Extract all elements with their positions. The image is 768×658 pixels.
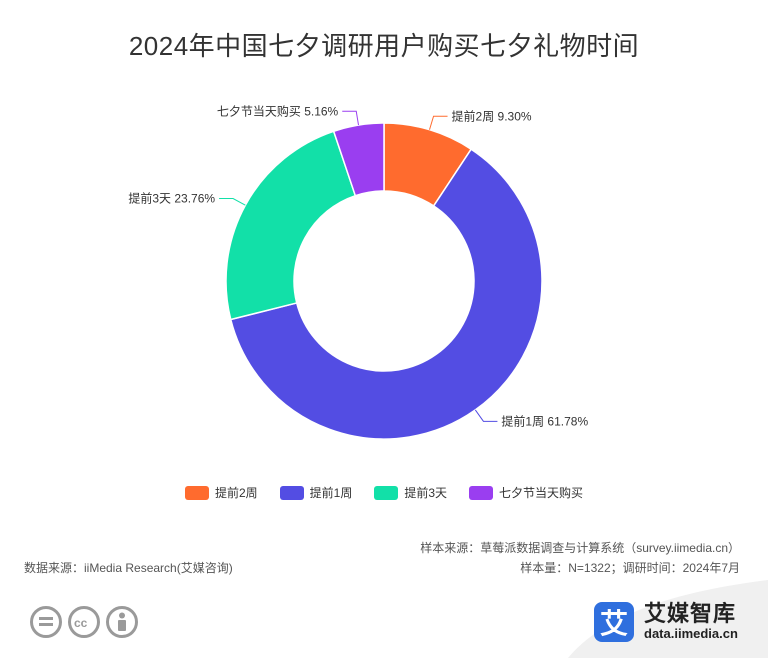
legend-item-0[interactable]: 提前2周 [184, 484, 258, 501]
legend-label: 提前1周 [309, 486, 353, 500]
slice-label-0: 提前2周 9.30% [452, 108, 532, 123]
donut-slice-2[interactable] [225, 130, 357, 321]
slice-label-2: 提前3天 23.76% [128, 191, 215, 206]
legend-item-3[interactable]: 七夕节当天购买 [469, 484, 583, 501]
leader-line-3 [342, 110, 359, 126]
brand: 艾 艾媒智库 data.iimedia.cn [594, 602, 738, 642]
sample-source-text: 样本来源：草莓派数据调查与计算系统（survey.iimedia.cn） [420, 541, 740, 555]
data-source-text: 数据来源：iiMedia Research(艾媒咨询) [24, 561, 233, 575]
sample-size-text: 样本量：N=1322；调研时间：2024年7月 [520, 561, 740, 575]
license-icons: cc [30, 606, 138, 638]
cc-icon: cc [68, 606, 100, 638]
chart-legend: 提前2周 提前1周 提前3天 七夕节当天购买 [0, 484, 768, 501]
leader-line-0 [429, 115, 448, 130]
donut-chart: 提前2周 9.30% 提前1周 61.78% 提前3天 23.76% 七夕节当天购买 … [128, 103, 588, 440]
brand-logo: 艾 [594, 602, 634, 642]
donut-slice-1[interactable] [229, 148, 543, 440]
slice-label-1: 提前1周 61.78% [501, 413, 588, 428]
legend-swatch [184, 485, 209, 500]
brand-url: data.iimedia.cn [644, 626, 738, 641]
leader-line-1 [474, 409, 498, 422]
equals-icon [30, 606, 62, 638]
legend-swatch [469, 485, 494, 500]
slice-label-3: 七夕节当天购买 5.16% [217, 103, 339, 118]
chart-title: 2024年中国七夕调研用户购买七夕礼物时间 [128, 31, 640, 61]
legend-item-2[interactable]: 提前3天 [374, 484, 447, 501]
legend-swatch [279, 485, 304, 500]
donut-slice-3[interactable] [332, 122, 385, 197]
leader-line-2 [219, 198, 246, 206]
svg-text:cc: cc [74, 616, 88, 629]
legend-label: 提前2周 [214, 486, 258, 500]
legend-item-1[interactable]: 提前1周 [279, 484, 353, 501]
legend-swatch [374, 485, 399, 500]
legend-label: 七夕节当天购买 [499, 486, 584, 500]
legend-label: 提前3天 [404, 486, 448, 500]
brand-name: 艾媒智库 [644, 601, 737, 626]
person-icon [106, 606, 138, 638]
